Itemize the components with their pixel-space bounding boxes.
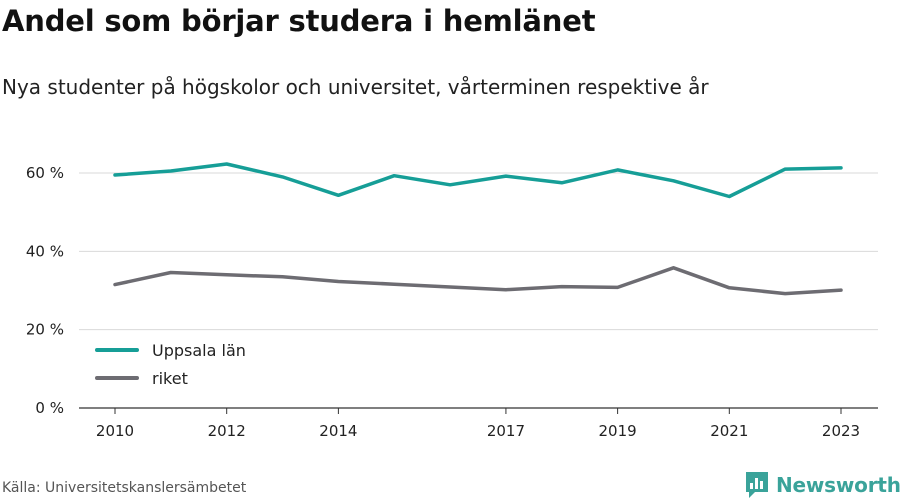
x-tick-label: 2012 — [208, 422, 246, 440]
series-line-riket — [113, 266, 843, 296]
chart-title: Andel som börjar studera i hemlänet — [2, 4, 596, 38]
brand-logo[interactable]: Newsworthy — [744, 470, 900, 500]
x-tick-label: 2010 — [96, 422, 134, 440]
line-chart: 0 % 20 % 40 % 60 % 2010 2012 2014 2017 2019 2021 2… — [26, 162, 878, 440]
x-tick-label: 2014 — [319, 422, 357, 440]
y-tick-label: 0 % — [35, 399, 64, 417]
legend-label: riket — [152, 369, 188, 388]
axes: 0 % 20 % 40 % 60 % 2010 2012 2014 2017 2019 2021 2… — [26, 164, 878, 440]
x-tick-label: 2021 — [710, 422, 748, 440]
series-line-uppsala-lan — [113, 162, 843, 199]
legend-label: Uppsala län — [152, 341, 246, 360]
brand-name: Newsworthy — [776, 473, 900, 497]
y-tick-label: 20 % — [26, 321, 64, 339]
legend: Uppsala län riket — [95, 341, 246, 388]
y-tick-label: 60 % — [26, 164, 64, 182]
chart-subtitle: Nya studenter på högskolor och universit… — [2, 75, 709, 99]
bar-chart-icon — [746, 472, 768, 498]
source-note: Källa: Universitetskanslersämbetet — [2, 480, 247, 496]
gridlines — [79, 172, 878, 331]
x-tick-label: 2023 — [822, 422, 860, 440]
x-tick-label: 2019 — [599, 422, 637, 440]
y-tick-label: 40 % — [26, 242, 64, 260]
series — [113, 162, 843, 296]
x-tick-label: 2017 — [487, 422, 525, 440]
